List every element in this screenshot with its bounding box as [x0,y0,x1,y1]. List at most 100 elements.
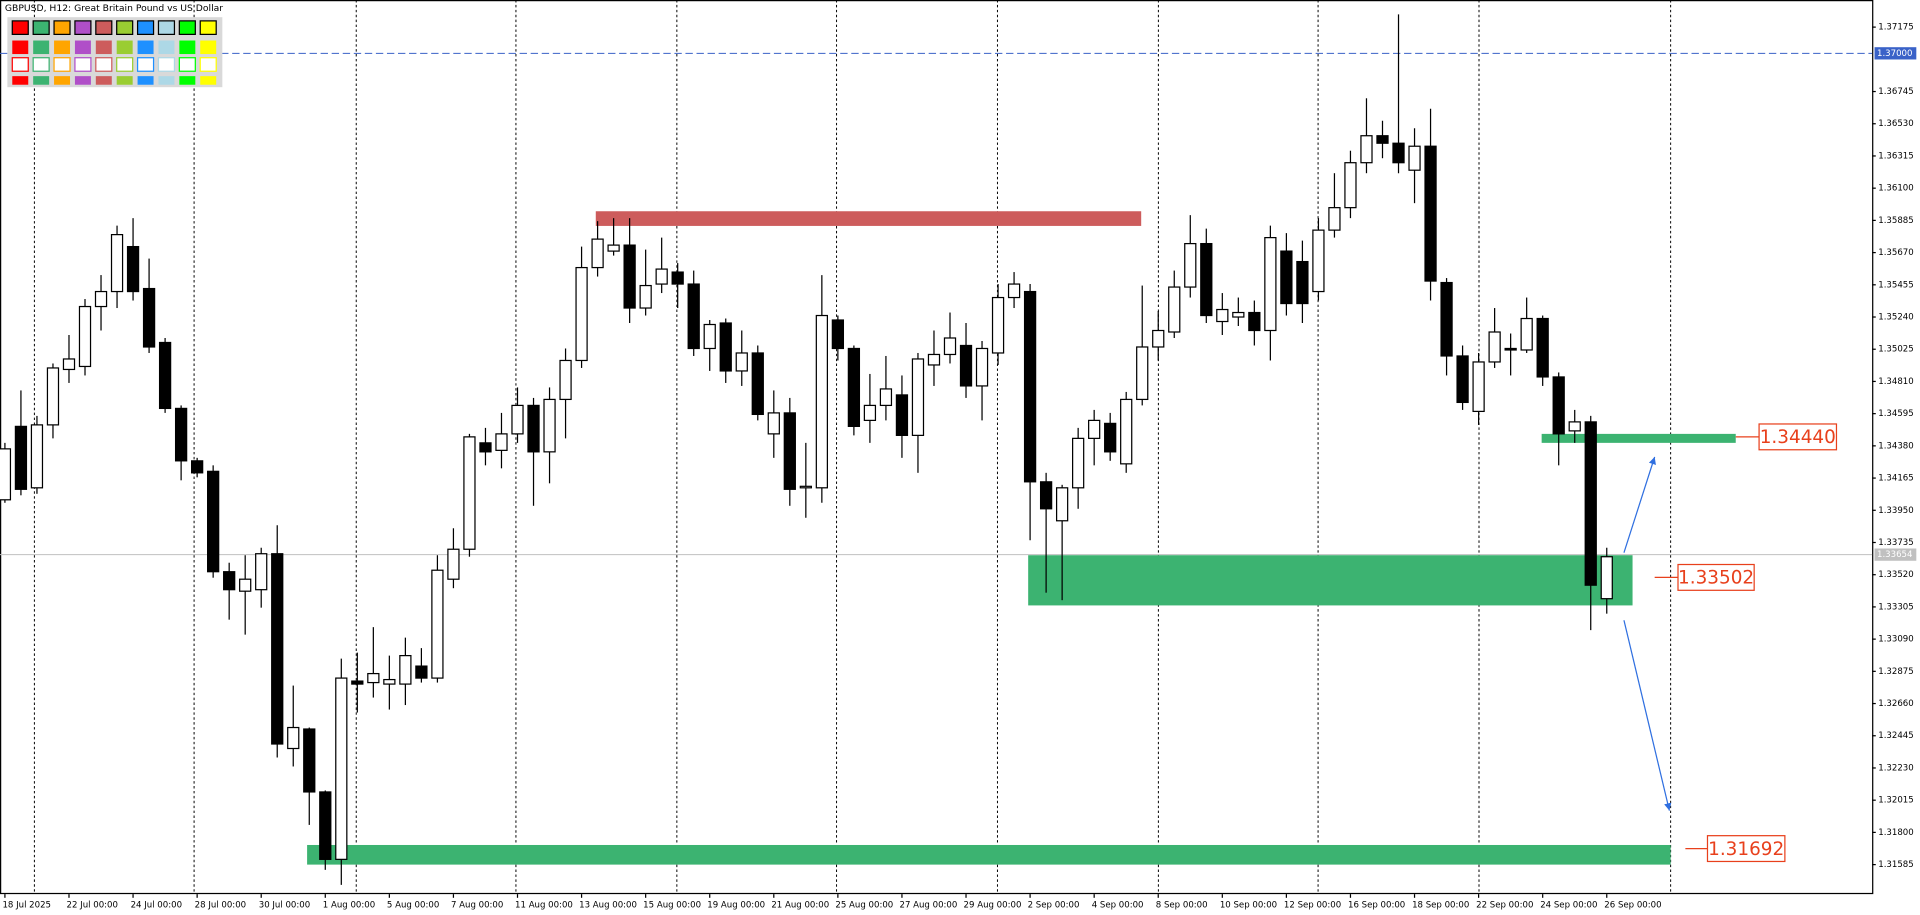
x-tick-label: 18 Sep 00:00 [1412,901,1469,911]
arrow-up [1623,456,1656,553]
candle-body [1280,250,1293,305]
arrow-down [1623,620,1672,811]
price-label: 1.33654 [1877,550,1912,560]
candle-body [1520,317,1533,351]
y-tick-label: 1.35025 [1878,345,1913,355]
candle-body [303,728,316,793]
x-tick-label: 7 Aug 00:00 [451,901,503,911]
color-swatch [178,57,196,72]
candle-body [287,726,300,750]
y-tick-label: 1.36530 [1878,119,1913,129]
candle-body [639,284,652,309]
y-tick-label: 1.32015 [1878,796,1913,806]
candle-body [110,234,124,293]
y-tick-label: 1.33305 [1878,602,1913,612]
color-swatch [32,57,50,72]
level-box [1677,563,1755,591]
y-tick-label: 1.35455 [1878,280,1913,290]
color-swatch [200,40,217,55]
candle-body [703,323,716,350]
price-label-bg [1874,47,1917,60]
candle-body [1584,421,1597,586]
x-tick-label: 11 Aug 00:00 [515,901,573,911]
candle-body [1600,556,1613,600]
candle-body [1392,142,1405,164]
color-swatch [178,20,196,36]
candle-body [783,412,796,490]
candle-body [1536,317,1549,378]
color-swatch [200,76,217,85]
candle-body [895,394,909,436]
candle-body [1376,135,1389,144]
x-tick-label: 2 Sep 00:00 [1028,901,1080,911]
candle-body [591,238,604,269]
candle-body [239,578,252,592]
x-tick-label: 13 Aug 00:00 [579,901,637,911]
color-swatch [158,40,175,55]
x-tick-label: 8 Sep 00:00 [1156,901,1208,911]
x-tick-label: 26 Sep 00:00 [1604,901,1661,911]
candle-body [1264,236,1277,332]
candle-body [927,353,941,366]
candle-body [1055,487,1069,522]
candle-body [1552,376,1565,435]
x-tick-label: 21 Aug 00:00 [771,901,829,911]
candle-body [431,569,444,679]
candle-body [911,358,925,436]
candle-body [719,322,732,372]
y-tick-label: 1.34595 [1878,409,1913,419]
candle-body [190,460,204,474]
candle-body [815,314,828,489]
y-tick-label: 1.37175 [1878,23,1913,33]
candle-body [367,672,380,684]
color-swatch [116,76,133,85]
candle-body [1088,419,1101,439]
candle-body [1472,361,1485,413]
y-tick-label: 1.31800 [1878,828,1913,838]
y-tick-label: 1.32230 [1878,763,1913,773]
level-label: 1.33502 [1678,568,1754,589]
candle-body [623,244,636,309]
candle-body [1328,207,1341,231]
x-tick-label: 5 Aug 00:00 [387,901,439,911]
candle-body [383,678,396,685]
x-tick-label: 29 Aug 00:00 [964,901,1022,911]
y-tick-label: 1.33735 [1878,538,1913,548]
y-tick-label: 1.34810 [1878,377,1913,387]
color-swatch [199,57,217,72]
y-tick-label: 1.33950 [1878,506,1913,516]
x-tick-label: 15 Aug 00:00 [643,901,701,911]
price-label: 1.37000 [1877,49,1912,59]
candle-body [751,352,764,416]
candle-body [1424,145,1437,282]
color-swatch [136,57,155,72]
candle-body [767,412,780,435]
candle-body [335,677,348,860]
candle-body [1136,346,1149,401]
candle-body [655,268,668,285]
candle-body [863,404,877,422]
candle-body [447,548,460,580]
candle-body [126,245,140,293]
chart-title: GBPUSD, H12: Great Britain Pound vs US D… [5,3,223,14]
candle-body [351,680,364,685]
x-tick-label: 25 Aug 00:00 [835,901,893,911]
candle-body [1360,135,1373,164]
candle-body [30,424,44,489]
color-swatch [74,57,92,72]
candle-body [1120,398,1133,465]
candle-body [223,571,236,591]
candle-body [1200,242,1213,317]
y-tick-label: 1.35670 [1878,248,1913,258]
candle-body [319,791,332,860]
color-swatch [116,57,134,72]
candle-body [62,358,76,371]
candle-body [1408,145,1421,171]
x-tick-label: 24 Sep 00:00 [1540,901,1597,911]
color-swatch [74,40,91,55]
y-tick-label: 1.32660 [1878,699,1913,709]
y-tick-label: 1.32445 [1878,731,1913,741]
candle-body [1152,329,1165,348]
